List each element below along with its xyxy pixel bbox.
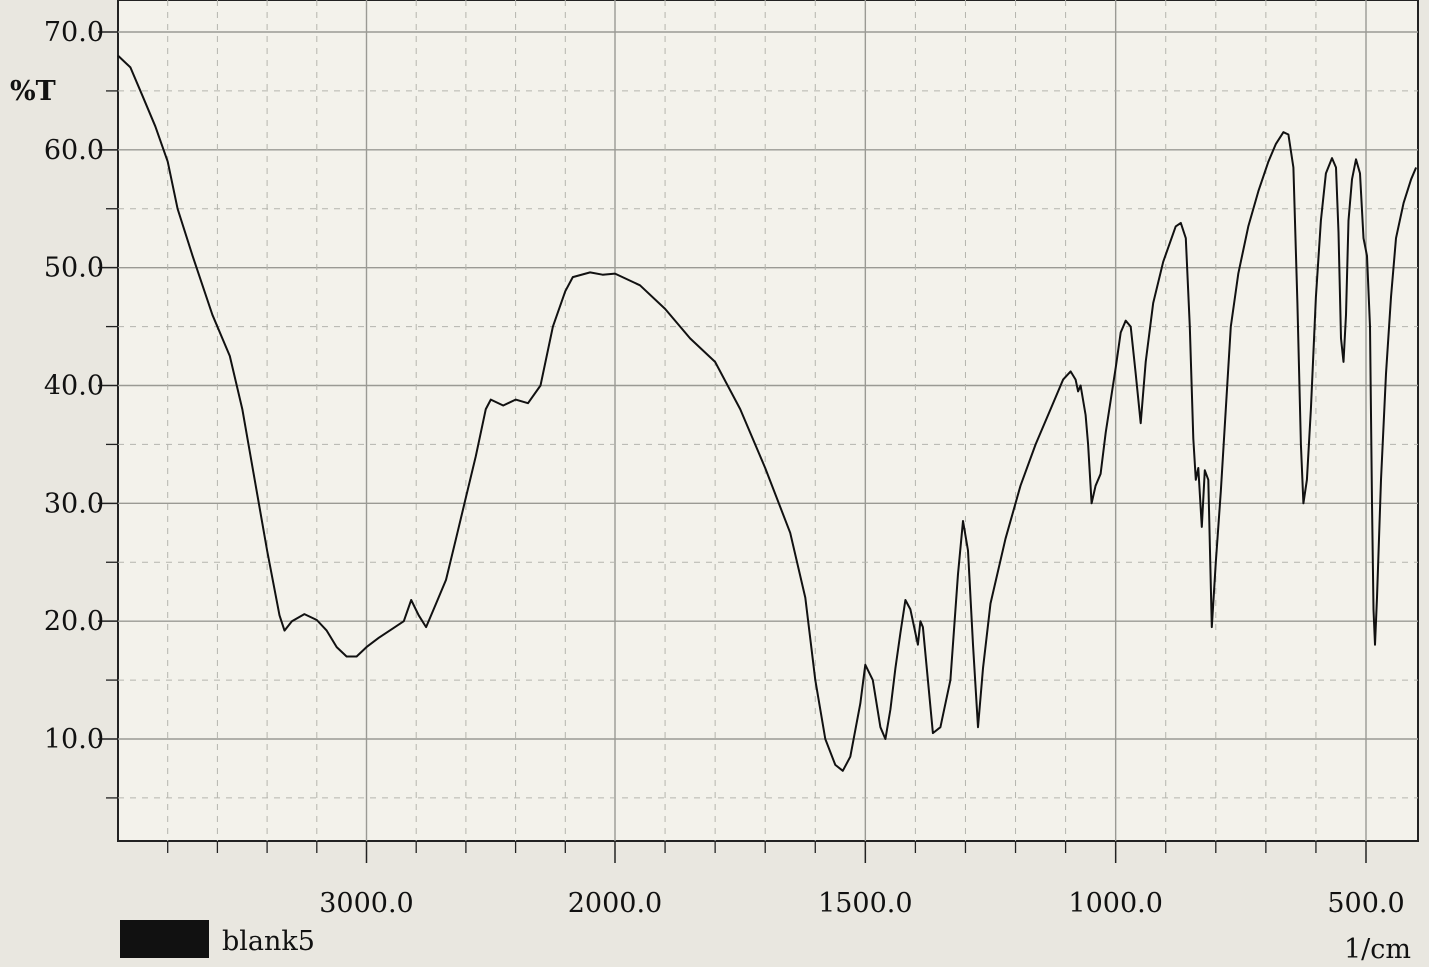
y-tick-label: 30.0 bbox=[44, 488, 104, 519]
x-axis-label: 1/cm bbox=[1344, 934, 1411, 965]
y-tick-label: 70.0 bbox=[44, 17, 104, 48]
x-axis: 3000.0 2000.0 1500.0 1000.0 500.0 bbox=[167, 841, 1405, 919]
series-line bbox=[117, 54, 1418, 772]
x-tick-label: 3000.0 bbox=[319, 888, 413, 919]
y-tick-label: 20.0 bbox=[44, 606, 104, 637]
y-tick-label: 10.0 bbox=[44, 724, 104, 755]
x-tick-label: 1000.0 bbox=[1068, 888, 1162, 919]
x-tick-label: 500.0 bbox=[1327, 888, 1404, 919]
x-tick-label: 1500.0 bbox=[818, 888, 912, 919]
grid-major bbox=[118, 0, 1418, 841]
plot-area bbox=[117, 0, 1419, 842]
grid-minor bbox=[118, 0, 1418, 841]
y-tick-label: 60.0 bbox=[44, 135, 104, 166]
y-axis-label: %T bbox=[10, 76, 56, 107]
x-tick-label: 2000.0 bbox=[568, 888, 662, 919]
legend-swatch bbox=[120, 920, 209, 958]
y-tick-label: 50.0 bbox=[44, 253, 104, 284]
legend-label: blank5 bbox=[222, 926, 315, 957]
y-tick-label: 40.0 bbox=[44, 371, 104, 402]
y-axis: 10.0 20.0 30.0 40.0 50.0 60.0 70.0 bbox=[44, 17, 118, 799]
